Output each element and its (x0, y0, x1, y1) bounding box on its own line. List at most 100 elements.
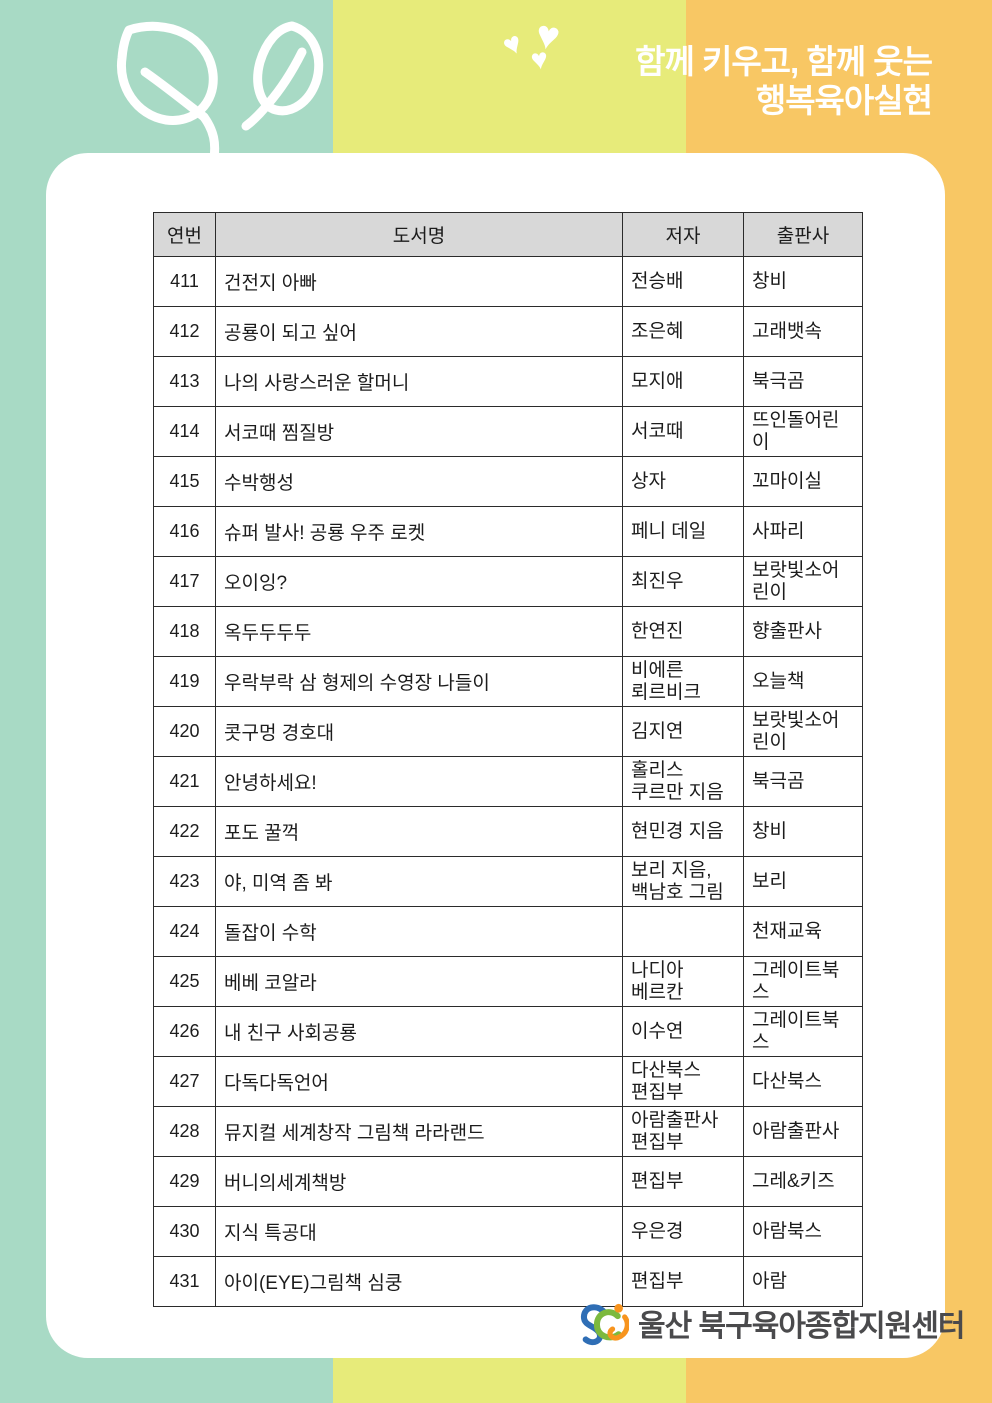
cell-publisher: 그레&키즈 (743, 1156, 863, 1207)
cell-no: 430 (153, 1206, 216, 1257)
table-row: 413 나의 사랑스러운 할머니 모지애 북극곰 (153, 356, 863, 407)
cell-author: 김지연 (622, 706, 744, 757)
cell-no: 417 (153, 556, 216, 607)
cell-no: 416 (153, 506, 216, 557)
cell-title: 뮤지컬 세계창작 그림책 라라랜드 (215, 1106, 623, 1157)
cell-author: 상자 (622, 456, 744, 507)
table-row: 421 안녕하세요! 홀리스 쿠르만 지음 북극곰 (153, 756, 863, 807)
cell-title: 슈퍼 발사! 공룡 우주 로켓 (215, 506, 623, 557)
column-header-no: 연번 (153, 212, 216, 257)
cell-no: 431 (153, 1256, 216, 1307)
cell-author: 현민경 지음 (622, 806, 744, 857)
book-list-table: 연번 도서명 저자 출판사 411 건전지 아빠 전승배 창비 412 공룡이 되고 싶어… (153, 212, 863, 1307)
cell-author: 이수연 (622, 1006, 744, 1057)
cell-no: 418 (153, 606, 216, 657)
cell-title: 내 친구 사회공룡 (215, 1006, 623, 1057)
table-row: 424 돌잡이 수학 천재교육 (153, 906, 863, 957)
cell-publisher: 창비 (743, 806, 863, 857)
cell-no: 411 (153, 256, 216, 307)
table-row: 417 오이잉? 최진우 보랏빛소어 린이 (153, 556, 863, 607)
table-row: 429 버니의세계책방 편집부 그레&키즈 (153, 1156, 863, 1207)
cell-title: 베베 코알라 (215, 956, 623, 1007)
cell-title: 건전지 아빠 (215, 256, 623, 307)
cell-title: 공룡이 되고 싶어 (215, 306, 623, 357)
table-header-row: 연번 도서명 저자 출판사 (153, 212, 863, 257)
cell-publisher: 보랏빛소어 린이 (743, 706, 863, 757)
cell-publisher: 북극곰 (743, 756, 863, 807)
cell-title: 포도 꿀꺽 (215, 806, 623, 857)
header-slogan: 함께 키우고, 함께 웃는 행복육아실현 (635, 42, 933, 120)
cell-no: 428 (153, 1106, 216, 1157)
cell-title: 서코때 찜질방 (215, 406, 623, 457)
leaves-icon (116, 21, 324, 163)
cell-no: 412 (153, 306, 216, 357)
cell-title: 야, 미역 좀 봐 (215, 856, 623, 907)
cell-author: 비에른 뢰르비크 (622, 656, 744, 707)
cell-author: 우은경 (622, 1206, 744, 1257)
cell-title: 우락부락 삼 형제의 수영장 나들이 (215, 656, 623, 707)
cell-no: 425 (153, 956, 216, 1007)
cell-publisher: 창비 (743, 256, 863, 307)
cell-publisher: 그레이트북 스 (743, 956, 863, 1007)
column-header-title: 도서명 (215, 212, 623, 257)
slogan-line1: 함께 키우고, 함께 웃는 (635, 43, 933, 80)
cell-no: 413 (153, 356, 216, 407)
cell-title: 버니의세계책방 (215, 1156, 623, 1207)
cell-author: 보리 지음, 백남호 그림 (622, 856, 744, 907)
slogan-line2: 행복육아실현 (755, 82, 933, 119)
cell-author: 조은혜 (622, 306, 744, 357)
table-row: 411 건전지 아빠 전승배 창비 (153, 256, 863, 307)
cell-author: 편집부 (622, 1256, 744, 1307)
cell-no: 429 (153, 1156, 216, 1207)
cell-publisher: 보랏빛소어 린이 (743, 556, 863, 607)
table-row: 426 내 친구 사회공룡 이수연 그레이트북 스 (153, 1006, 863, 1057)
cell-no: 421 (153, 756, 216, 807)
cell-no: 427 (153, 1056, 216, 1107)
cell-title: 안녕하세요! (215, 756, 623, 807)
table-row: 420 콧구멍 경호대 김지연 보랏빛소어 린이 (153, 706, 863, 757)
table-row: 427 다독다독언어 다산북스 편집부 다산북스 (153, 1056, 863, 1107)
table-row: 423 야, 미역 좀 봐 보리 지음, 백남호 그림 보리 (153, 856, 863, 907)
cell-author: 다산북스 편집부 (622, 1056, 744, 1107)
center-logo-icon (580, 1303, 629, 1346)
cell-title: 나의 사랑스러운 할머니 (215, 356, 623, 407)
cell-author (622, 906, 744, 957)
cell-title: 콧구멍 경호대 (215, 706, 623, 757)
cell-publisher: 보리 (743, 856, 863, 907)
cell-publisher: 꼬마이실 (743, 456, 863, 507)
table-row: 415 수박행성 상자 꼬마이실 (153, 456, 863, 507)
cell-author: 페니 데일 (622, 506, 744, 557)
cell-publisher: 뜨인돌어린 이 (743, 406, 863, 457)
cell-publisher: 향출판사 (743, 606, 863, 657)
cell-no: 423 (153, 856, 216, 907)
cell-title: 수박행성 (215, 456, 623, 507)
cell-no: 419 (153, 656, 216, 707)
table-row: 425 베베 코알라 나디아 베르칸 그레이트북 스 (153, 956, 863, 1007)
cell-no: 415 (153, 456, 216, 507)
cell-publisher: 다산북스 (743, 1056, 863, 1107)
cell-author: 모지애 (622, 356, 744, 407)
cell-publisher: 아람북스 (743, 1206, 863, 1257)
cell-publisher: 아람 (743, 1256, 863, 1307)
cell-publisher: 천재교육 (743, 906, 863, 957)
table-row: 416 슈퍼 발사! 공룡 우주 로켓 페니 데일 사파리 (153, 506, 863, 557)
cell-no: 424 (153, 906, 216, 957)
cell-author: 아람출판사 편집부 (622, 1106, 744, 1157)
table-row: 419 우락부락 삼 형제의 수영장 나들이 비에른 뢰르비크 오늘책 (153, 656, 863, 707)
column-header-author: 저자 (622, 212, 744, 257)
cell-author: 편집부 (622, 1156, 744, 1207)
cell-author: 홀리스 쿠르만 지음 (622, 756, 744, 807)
cell-author: 전승배 (622, 256, 744, 307)
cell-publisher: 그레이트북 스 (743, 1006, 863, 1057)
cell-no: 422 (153, 806, 216, 857)
cell-title: 지식 특공대 (215, 1206, 623, 1257)
cell-no: 414 (153, 406, 216, 457)
column-header-publisher: 출판사 (743, 212, 863, 257)
cell-author: 최진우 (622, 556, 744, 607)
cell-no: 426 (153, 1006, 216, 1057)
cell-title: 돌잡이 수학 (215, 906, 623, 957)
cell-author: 한연진 (622, 606, 744, 657)
table-row: 418 옥두두두두 한연진 향출판사 (153, 606, 863, 657)
cell-publisher: 아람출판사 (743, 1106, 863, 1157)
